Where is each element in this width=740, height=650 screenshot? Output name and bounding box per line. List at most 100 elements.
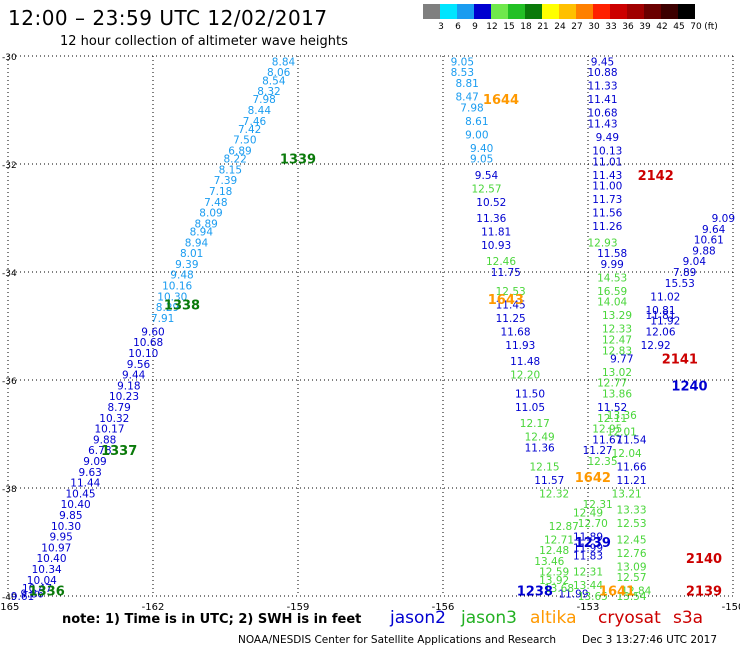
wave-height-value: 12.20 bbox=[510, 370, 540, 382]
pass-number-label: 2140 bbox=[686, 552, 722, 567]
wave-height-value: 14.04 bbox=[597, 297, 627, 309]
wave-height-value: 7.48 bbox=[204, 197, 227, 209]
wave-height-value: 7.98 bbox=[252, 94, 275, 106]
wave-height-value: 10.16 bbox=[162, 281, 192, 293]
wave-height-value: 11.57 bbox=[534, 475, 564, 487]
wave-height-value: 7.42 bbox=[238, 124, 261, 136]
wave-height-value: 11.99 bbox=[558, 588, 588, 600]
wave-height-value: 12.70 bbox=[578, 518, 608, 530]
scale-tick-label: 33 bbox=[605, 22, 617, 32]
wave-height-value: 13.68 bbox=[544, 583, 574, 595]
pass-number-label: 2141 bbox=[662, 352, 698, 367]
scale-tick-label: 36 bbox=[622, 22, 634, 32]
wave-height-value: 12.59 bbox=[539, 567, 569, 579]
wave-height-value: 13.29 bbox=[602, 310, 632, 322]
wave-height-value: 12.57 bbox=[616, 572, 646, 584]
wave-height-value: 11.52 bbox=[597, 402, 627, 414]
wave-height-value: 9.05 bbox=[470, 154, 493, 166]
wave-height-value: 12.06 bbox=[645, 326, 675, 338]
pass-number-label: 1240 bbox=[671, 379, 707, 394]
wave-height-value: 12.76 bbox=[616, 548, 646, 560]
legend-altika: altika bbox=[530, 608, 577, 628]
wave-height-value: 11.36 bbox=[525, 443, 555, 455]
scale-tick-label: 70 bbox=[690, 22, 702, 32]
wave-height-value: 7.91 bbox=[151, 313, 174, 325]
wave-height-value: 9.95 bbox=[49, 532, 72, 544]
wave-height-value: 10.32 bbox=[99, 413, 129, 425]
pass-number-label: 1238 bbox=[517, 585, 553, 600]
pass-number-label: 2142 bbox=[638, 169, 674, 184]
wave-height-value: 10.40 bbox=[61, 499, 91, 511]
wave-height-value: 8.89 bbox=[194, 218, 217, 230]
wave-height-value: 6.89 bbox=[228, 146, 251, 158]
scale-swatch bbox=[525, 4, 542, 19]
wave-height-value: 11.54 bbox=[616, 434, 646, 446]
footer-note: note: 1) Time is in UTC; 2) SWH is in fe… bbox=[62, 612, 362, 627]
wave-height-value: 8.22 bbox=[223, 154, 246, 166]
x-tick-label: -150 bbox=[722, 602, 740, 613]
wave-height-value: 11.81 bbox=[481, 227, 511, 239]
wave-height-value: 9.09 bbox=[83, 456, 106, 468]
wave-height-value: 13.33 bbox=[616, 505, 646, 517]
pass-number-label: 1642 bbox=[575, 471, 611, 486]
wave-height-value: 12.87 bbox=[549, 521, 579, 533]
wave-height-value: 11.33 bbox=[587, 81, 617, 93]
wave-height-value: 12.53 bbox=[616, 518, 646, 530]
scale-swatch bbox=[559, 4, 576, 19]
wave-height-value: 11.93 bbox=[505, 340, 535, 352]
wave-height-value: 9.49 bbox=[596, 132, 619, 144]
wave-height-value: 11.21 bbox=[616, 475, 646, 487]
wave-height-value: 13.65 bbox=[578, 591, 608, 603]
scale-swatch bbox=[610, 4, 627, 19]
wave-height-value: 6.78 bbox=[88, 445, 111, 457]
scale-tick-label: 42 bbox=[656, 22, 668, 32]
y-tick-label: -30 bbox=[2, 53, 17, 63]
scale-swatch bbox=[440, 4, 457, 19]
wave-height-value: 12.11 bbox=[597, 413, 627, 425]
wave-height-value: 13.86 bbox=[602, 389, 632, 401]
legend-cryosat: cryosat bbox=[598, 608, 661, 628]
wave-height-value: 8.44 bbox=[248, 105, 272, 117]
wave-height-value: 13.09 bbox=[616, 561, 646, 573]
wave-height-value: 11.48 bbox=[510, 356, 540, 368]
wave-height-value: 12.31 bbox=[583, 499, 613, 511]
wave-height-value: 12.47 bbox=[602, 335, 632, 347]
wave-height-value: 8.53 bbox=[451, 67, 474, 79]
wave-height-value: 11.68 bbox=[500, 326, 530, 338]
y-tick-label: -32 bbox=[2, 161, 17, 171]
wave-height-value: 12.31 bbox=[573, 567, 603, 579]
pass-number-label: 1643 bbox=[488, 293, 524, 308]
wave-height-value: 8.54 bbox=[262, 75, 286, 87]
scale-tick-label: 12 bbox=[486, 22, 498, 32]
wave-height-value: 10.13 bbox=[592, 146, 622, 158]
wave-height-value: 10.47 bbox=[22, 583, 52, 595]
wave-height-value: 9.99 bbox=[600, 259, 623, 271]
wave-height-value: 12.46 bbox=[486, 256, 516, 268]
pass-number-label: 1337 bbox=[101, 444, 137, 459]
wave-height-value: 13.21 bbox=[612, 488, 642, 500]
scale-tick-label: 39 bbox=[639, 22, 651, 32]
wave-height-value: 7.50 bbox=[233, 135, 256, 147]
wave-height-value: 8.01 bbox=[180, 248, 203, 260]
wave-height-value: 11.02 bbox=[650, 291, 680, 303]
wave-height-value: 9.56 bbox=[127, 359, 151, 371]
wave-height-value: 11.67 bbox=[592, 434, 622, 446]
x-tick-label: -153 bbox=[577, 602, 600, 613]
scale-tick-label: 3 bbox=[438, 22, 444, 32]
scale-swatch bbox=[457, 4, 474, 19]
scale-tick-label: 21 bbox=[537, 22, 549, 32]
wave-height-value: 11.83 bbox=[573, 551, 603, 563]
wave-height-value: 12.53 bbox=[496, 286, 526, 298]
x-tick-label: -165 bbox=[0, 602, 19, 613]
wave-height-value: 15.53 bbox=[665, 278, 695, 290]
wave-height-value: 12.84 bbox=[621, 586, 651, 598]
wave-height-value: 7.18 bbox=[209, 186, 232, 198]
wave-height-value: 16.59 bbox=[597, 286, 627, 298]
wave-height-value: 9.18 bbox=[117, 380, 140, 392]
wave-height-value: 8.15 bbox=[219, 164, 242, 176]
wave-height-value: 11.26 bbox=[592, 221, 622, 233]
scale-swatch bbox=[508, 4, 525, 19]
wave-height-value: 10.81 bbox=[645, 305, 675, 317]
legend-jason2: jason2 bbox=[390, 608, 446, 628]
